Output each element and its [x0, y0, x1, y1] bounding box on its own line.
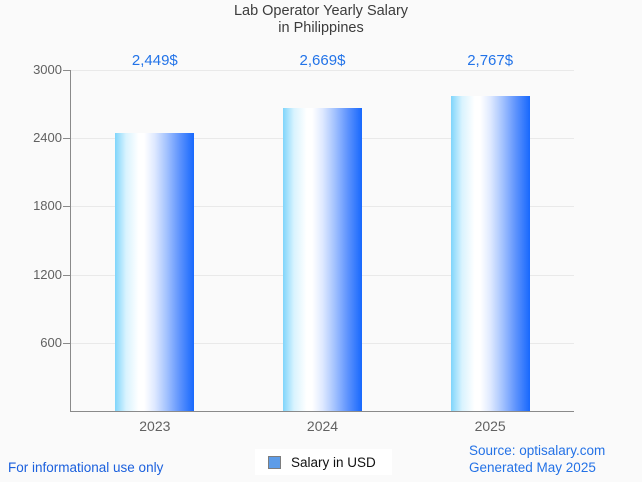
x-axis-label: 2024 — [306, 418, 339, 434]
source-link[interactable]: Source: optisalary.com — [469, 443, 606, 458]
y-axis-tick — [63, 206, 71, 208]
bar-value-label: 2,669$ — [299, 52, 346, 69]
salary-bar[interactable] — [450, 96, 530, 411]
x-axis-label: 2025 — [474, 418, 506, 434]
plot-area: 600 1200 1800 2400 3000 2,449$ 2023 2,669$ 2024 2… — [33, 52, 574, 434]
gridline — [71, 70, 574, 71]
generated-date: Generated May 2025 — [469, 459, 596, 475]
y-axis-tick — [63, 274, 71, 276]
y-axis-label: 1800 — [33, 198, 62, 214]
chart-title-line2: in Philippines — [278, 20, 364, 36]
y-axis-label: 3000 — [33, 62, 62, 77]
salary-bar[interactable] — [283, 107, 362, 411]
salary-bar[interactable] — [115, 132, 195, 411]
bar-value-label: 2,767$ — [467, 52, 514, 69]
bar-value-label: 2,449$ — [131, 52, 178, 69]
y-axis-label: 2400 — [33, 130, 62, 146]
legend[interactable]: Salary in USD — [255, 449, 392, 475]
y-axis-label: 600 — [40, 334, 62, 350]
chart-title: Lab Operator Yearly Salary in Philippine… — [0, 3, 642, 37]
legend-marker-icon — [268, 455, 281, 469]
disclaimer-text: For informational use only — [8, 460, 164, 475]
y-axis-tick — [63, 70, 71, 71]
y-axis-tick — [63, 138, 71, 140]
source-block: Source: optisalary.com Generated May 202… — [469, 443, 605, 476]
chart-title-line1: Lab Operator Yearly Salary — [233, 3, 409, 19]
legend-label: Salary in USD — [291, 454, 376, 470]
x-axis-label: 2023 — [139, 418, 171, 434]
y-axis-tick — [63, 342, 71, 344]
y-axis-label: 1200 — [33, 266, 62, 282]
